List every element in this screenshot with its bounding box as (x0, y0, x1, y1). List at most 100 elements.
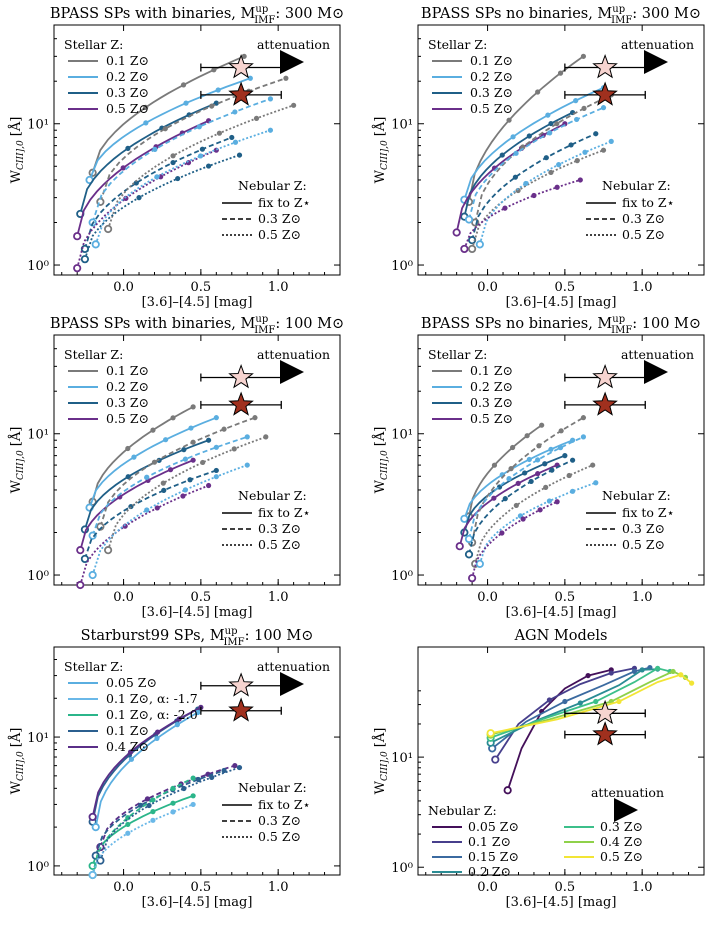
stellar-legend-label: 0.5 Z⊙ (470, 411, 513, 426)
model-track (84, 469, 217, 560)
attenuation-label: attenuation (621, 347, 694, 362)
panel-title: AGN Models (514, 628, 608, 644)
track-point (520, 144, 526, 150)
track-point (548, 169, 554, 176)
nebular-legend-header: Nebular Z: (428, 803, 497, 818)
y-axis-label: WCIII],0 [Å] (8, 117, 26, 184)
track-point (211, 67, 217, 73)
track-start-marker (475, 240, 484, 249)
obs-star-upper (228, 672, 254, 697)
stellar-legend-label: 0.05 Z⊙ (106, 675, 157, 690)
track-start-marker (464, 550, 474, 559)
track-point (573, 98, 579, 104)
x-tick-label: 0.5 (191, 880, 212, 895)
track-point (548, 446, 554, 452)
title-sub: IMF (611, 15, 632, 26)
x-tick-label: 0.0 (477, 880, 498, 895)
stellar-legend-label: 0.3 Z⊙ (106, 395, 149, 410)
track-point (216, 130, 223, 136)
y-label-sub: CIII],0 (380, 751, 390, 781)
track-point (197, 153, 204, 159)
track-point (205, 437, 212, 443)
nebular-legend-header: Nebular Z: (602, 488, 671, 503)
y-tick-label: 10⁰ (27, 569, 49, 584)
model-track (463, 111, 573, 217)
title-sub: IMF (254, 325, 275, 336)
track-point (549, 467, 555, 473)
stellar-legend-label: 0.1 Z⊙ (106, 53, 149, 68)
track-start-marker (76, 580, 85, 590)
track-point (267, 96, 274, 102)
model-track (471, 132, 597, 241)
track-point (546, 498, 553, 504)
track-start-marker (455, 542, 464, 551)
track-point (205, 482, 212, 489)
model-track (91, 436, 248, 536)
track-point (506, 117, 512, 123)
title-sup: up (612, 314, 625, 325)
y-tick-label: 10⁰ (27, 259, 49, 274)
track-point (556, 162, 562, 168)
stellar-legend-label: 0.1 Z⊙, α: -2.0 (106, 707, 198, 722)
nebular-legend-label: fix to Z⋆ (258, 797, 310, 812)
x-tick-label: 0.5 (555, 880, 576, 895)
model-track (99, 416, 256, 527)
track-point (125, 821, 131, 828)
stellar-legend-label: 0.2 Z⊙ (106, 69, 149, 84)
track-point (512, 174, 518, 180)
track-start-marker (80, 255, 90, 264)
track-point (144, 796, 151, 802)
track-start-marker (76, 546, 85, 555)
model-track (107, 104, 294, 230)
track-start-marker (468, 574, 477, 583)
obs-star-lower (228, 81, 254, 106)
track-point (539, 422, 545, 428)
track-point (144, 474, 150, 480)
track-point (190, 457, 196, 463)
model-track (471, 500, 558, 579)
x-axis-label: [3.6]–[4.5] [mag] (506, 295, 617, 310)
track-point (176, 716, 182, 722)
stellar-legend-header: Stellar Z: (428, 37, 487, 52)
x-tick-label: 1.0 (632, 280, 653, 295)
nebular-legend-label: 0.5 Z⊙ (622, 537, 665, 552)
stellar-legend-label: 0.5 Z⊙ (106, 101, 149, 116)
track-point (244, 462, 250, 468)
obs-star-lower (228, 697, 254, 722)
track-point (138, 802, 144, 808)
track-point (569, 488, 576, 494)
agn-start-marker (486, 729, 495, 738)
panel-3: BPASS SPs with binaries, Mup IMF: 100 M⊙ 0… (8, 314, 344, 620)
plot-frame (53, 646, 341, 876)
track-start-marker (91, 823, 100, 832)
stellar-legend-label: 0.1 Z⊙ (470, 363, 513, 378)
x-axis-label: [3.6]–[4.5] [mag] (506, 605, 617, 620)
track-point (252, 415, 258, 421)
track-point (581, 105, 587, 111)
model-track (88, 416, 217, 508)
title-tail: : 100 M⊙ (275, 316, 344, 332)
agn-point (616, 698, 622, 705)
y-tick-label: 10¹ (391, 118, 413, 133)
title-sup: up (255, 314, 268, 325)
nebular-legend-label: 0.3 Z⊙ (622, 521, 665, 536)
y-label-tail: [Å] (8, 728, 24, 752)
y-tick-label: 10⁰ (27, 860, 49, 875)
track-point (267, 127, 274, 133)
panel-title: BPASS SPs with binaries, Mup IMF: 100 M⊙ (50, 314, 344, 336)
title-sup: up (612, 4, 625, 15)
x-tick-label: 0.0 (477, 280, 498, 295)
track-point (502, 496, 508, 502)
nebular-legend-label: 0.3 Z⊙ (258, 521, 301, 536)
stellar-legend-label: 0.5 Z⊙ (470, 101, 513, 116)
track-point (580, 415, 587, 421)
track-start-marker (88, 531, 97, 540)
track-point (253, 115, 260, 121)
stellar-legend-label: 0.1 Z⊙ (106, 363, 149, 378)
model-track (76, 119, 209, 237)
model-track (79, 484, 209, 586)
y-axis-label: WCIII],0 [Å] (372, 728, 390, 795)
track-point (558, 428, 564, 434)
track-point (557, 70, 564, 76)
